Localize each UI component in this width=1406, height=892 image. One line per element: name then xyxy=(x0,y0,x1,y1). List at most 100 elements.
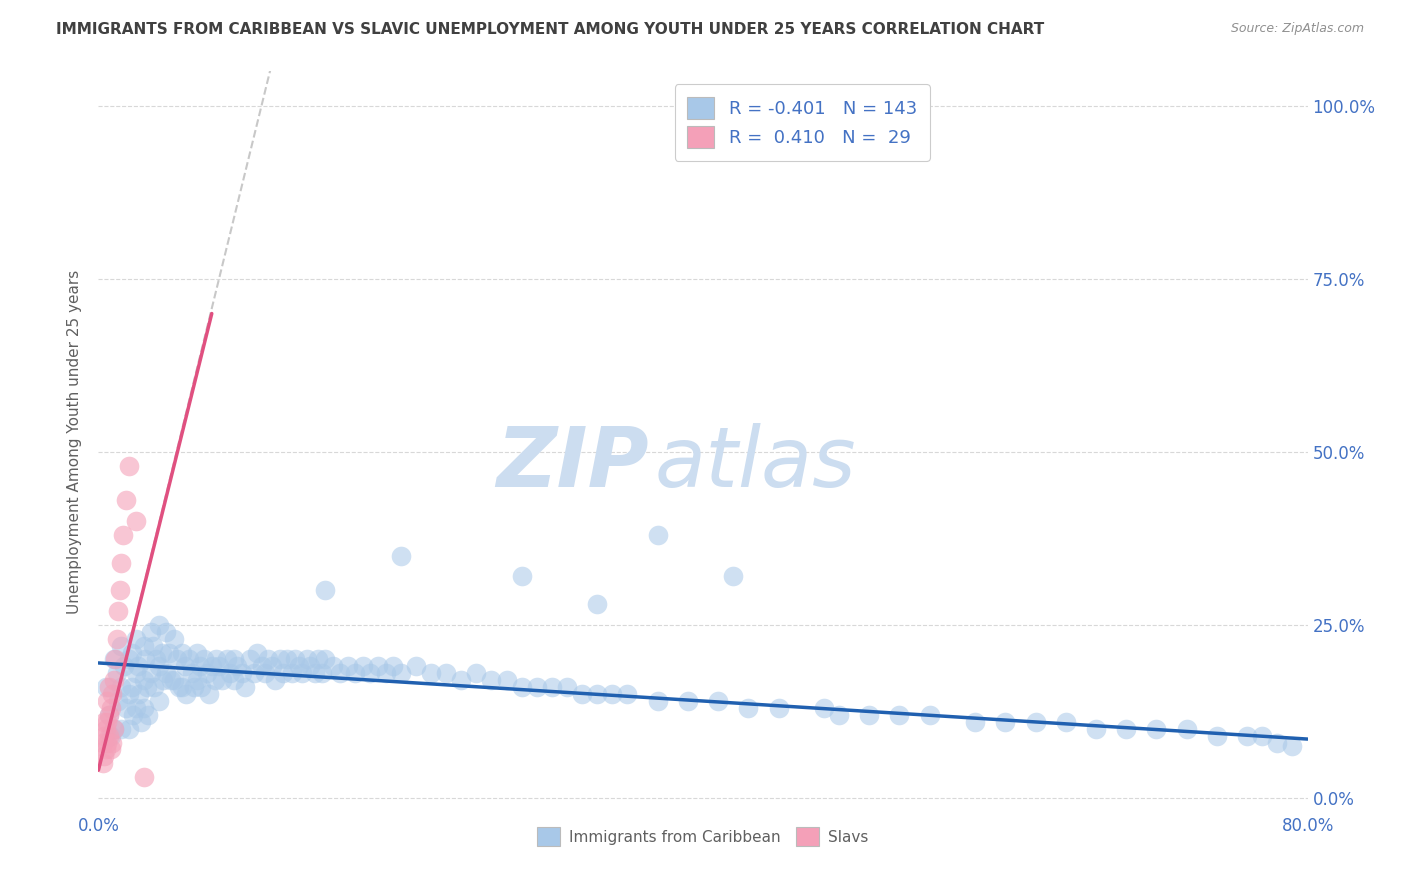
Point xyxy=(100,701,122,715)
Point xyxy=(224,673,246,688)
Point xyxy=(495,673,517,688)
Point xyxy=(125,666,148,681)
Point xyxy=(1144,722,1167,736)
Point xyxy=(118,652,141,666)
Point xyxy=(224,652,246,666)
Point xyxy=(167,680,190,694)
Point xyxy=(166,652,188,666)
Point xyxy=(204,673,226,688)
Point xyxy=(111,528,134,542)
Point xyxy=(262,659,284,673)
Point xyxy=(104,652,127,666)
Point xyxy=(108,583,131,598)
Point xyxy=(382,659,405,673)
Point xyxy=(311,666,333,681)
Point xyxy=(299,659,322,673)
Point xyxy=(170,680,193,694)
Point xyxy=(389,549,412,563)
Point xyxy=(94,722,117,736)
Point xyxy=(271,666,294,681)
Point xyxy=(183,680,205,694)
Point xyxy=(179,652,201,666)
Point xyxy=(1236,729,1258,743)
Point xyxy=(91,756,114,771)
Point xyxy=(136,707,159,722)
Point xyxy=(1115,722,1137,736)
Point xyxy=(127,659,149,673)
Point xyxy=(233,680,256,694)
Point xyxy=(98,729,121,743)
Point xyxy=(125,632,148,646)
Point xyxy=(103,673,125,688)
Text: atlas: atlas xyxy=(655,423,856,504)
Point xyxy=(264,673,287,688)
Point xyxy=(121,646,143,660)
Point xyxy=(103,722,125,736)
Point xyxy=(586,597,609,611)
Point xyxy=(93,749,115,764)
Point xyxy=(100,742,122,756)
Point xyxy=(540,680,562,694)
Point xyxy=(269,652,291,666)
Point xyxy=(98,680,121,694)
Point xyxy=(114,701,136,715)
Point xyxy=(132,639,155,653)
Point xyxy=(103,722,125,736)
Point xyxy=(226,659,249,673)
Point xyxy=(256,652,278,666)
Point xyxy=(134,652,156,666)
Point xyxy=(141,666,163,681)
Point xyxy=(510,680,533,694)
Point xyxy=(276,652,298,666)
Point xyxy=(143,680,166,694)
Point xyxy=(105,666,128,681)
Point xyxy=(170,646,193,660)
Point xyxy=(93,714,115,729)
Point xyxy=(219,666,242,681)
Point xyxy=(965,714,987,729)
Point xyxy=(231,666,253,681)
Point xyxy=(163,673,186,688)
Point xyxy=(110,680,132,694)
Point xyxy=(208,659,231,673)
Point xyxy=(155,624,177,639)
Point xyxy=(110,639,132,653)
Point xyxy=(201,659,224,673)
Point xyxy=(526,680,548,694)
Point xyxy=(132,673,155,688)
Point xyxy=(197,687,219,701)
Point xyxy=(994,714,1017,729)
Point xyxy=(128,687,150,701)
Point xyxy=(148,618,170,632)
Point xyxy=(110,556,132,570)
Text: ZIP: ZIP xyxy=(496,423,648,504)
Point xyxy=(163,632,186,646)
Point xyxy=(132,770,155,784)
Point xyxy=(322,659,344,673)
Point xyxy=(571,687,593,701)
Legend: Immigrants from Caribbean, Slavs: Immigrants from Caribbean, Slavs xyxy=(531,822,875,852)
Point xyxy=(291,666,314,681)
Point xyxy=(555,680,578,694)
Point xyxy=(647,528,669,542)
Point xyxy=(205,652,228,666)
Point xyxy=(148,659,170,673)
Point xyxy=(135,680,157,694)
Point xyxy=(374,666,396,681)
Point xyxy=(344,666,367,681)
Point xyxy=(142,639,165,653)
Point xyxy=(1251,729,1274,743)
Point xyxy=(1085,722,1108,736)
Point xyxy=(450,673,472,688)
Point xyxy=(307,652,329,666)
Point xyxy=(858,707,880,722)
Y-axis label: Unemployment Among Youth under 25 years: Unemployment Among Youth under 25 years xyxy=(67,269,83,614)
Point xyxy=(281,666,304,681)
Point xyxy=(314,652,336,666)
Point xyxy=(253,666,276,681)
Point xyxy=(360,666,382,681)
Point xyxy=(1267,735,1289,749)
Point xyxy=(118,722,141,736)
Point xyxy=(98,707,121,722)
Point xyxy=(96,735,118,749)
